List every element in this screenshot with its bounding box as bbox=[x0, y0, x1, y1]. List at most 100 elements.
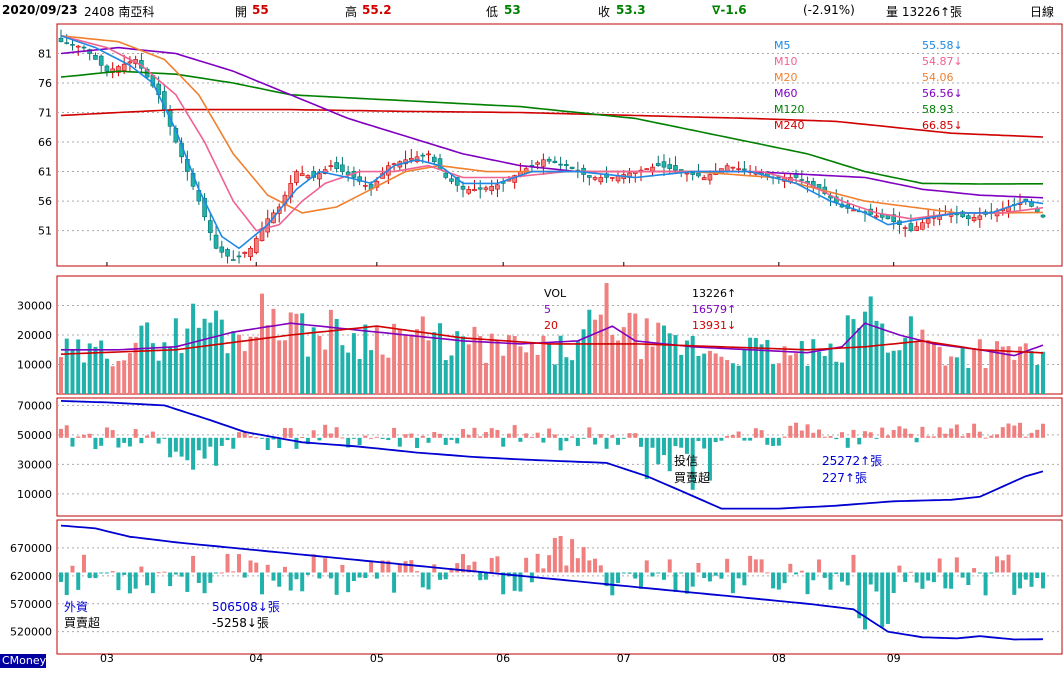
y-tick-label: 520000 bbox=[10, 626, 52, 639]
volume-bar bbox=[254, 336, 259, 394]
foreign-bar bbox=[380, 560, 385, 573]
trust-bar bbox=[736, 431, 741, 438]
foreign-bar bbox=[386, 560, 391, 573]
volume-bar bbox=[529, 342, 534, 394]
trust-bar bbox=[168, 437, 173, 458]
candle-body bbox=[116, 66, 121, 73]
volume-bar bbox=[443, 360, 448, 394]
y-tick-label: 570000 bbox=[10, 598, 52, 611]
volume-bar bbox=[851, 319, 856, 394]
foreign-bar bbox=[989, 572, 994, 574]
candle-body bbox=[104, 65, 110, 72]
candle-body bbox=[426, 153, 431, 156]
candle-body bbox=[242, 251, 248, 254]
candle-body bbox=[902, 227, 908, 229]
volume-bar bbox=[340, 345, 345, 394]
foreign-bar bbox=[1006, 554, 1011, 573]
candle-body bbox=[121, 63, 127, 71]
volume-bar bbox=[667, 333, 672, 394]
trust-bar bbox=[817, 429, 822, 438]
y-tick-label: 81 bbox=[38, 48, 52, 61]
foreign-bar bbox=[673, 572, 678, 592]
trust-bar bbox=[972, 423, 977, 438]
volume-bar bbox=[87, 343, 92, 394]
foreign-bar bbox=[282, 566, 287, 573]
trust-bar bbox=[667, 437, 672, 472]
trust-bar bbox=[93, 437, 98, 450]
foreign-bar bbox=[650, 572, 655, 577]
volume-bar bbox=[575, 341, 580, 394]
volume-bar bbox=[776, 363, 781, 394]
foreign-bar bbox=[943, 572, 948, 589]
foreign-bar bbox=[748, 555, 753, 573]
trust-bar bbox=[271, 437, 276, 440]
foreign-bar bbox=[432, 564, 437, 573]
y-tick-label: 670000 bbox=[10, 542, 52, 555]
candle-body bbox=[650, 166, 655, 172]
trust-bar bbox=[380, 437, 385, 439]
volume-bar bbox=[237, 334, 242, 394]
volume-bar bbox=[1041, 351, 1045, 394]
trust-bar bbox=[478, 436, 483, 438]
change-value: ∇-1.6 bbox=[712, 3, 747, 17]
trust-bar bbox=[627, 433, 632, 438]
trust-bar bbox=[644, 437, 649, 480]
volume-bar bbox=[633, 313, 638, 394]
ma20-line bbox=[60, 35, 1044, 214]
foreign-bar bbox=[455, 563, 460, 573]
trust-bar bbox=[1012, 425, 1017, 438]
volume-bar bbox=[122, 360, 127, 394]
volume-bar bbox=[1012, 359, 1017, 394]
trust-bar bbox=[265, 437, 270, 450]
candle-body bbox=[437, 158, 443, 170]
trust-bar bbox=[811, 432, 816, 438]
foreign-bar bbox=[547, 555, 552, 573]
volume-bar bbox=[277, 340, 282, 394]
volume-bar bbox=[219, 319, 224, 394]
volume-bar bbox=[627, 312, 632, 394]
trust-bar bbox=[99, 437, 104, 446]
candle-body bbox=[334, 162, 339, 169]
y-tick-label: 30000 bbox=[17, 300, 52, 313]
foreign-bar bbox=[851, 554, 856, 573]
foreign-bar bbox=[346, 572, 351, 593]
trust-bar bbox=[903, 428, 908, 438]
trust-bar bbox=[788, 425, 793, 438]
y-tick-label: 50000 bbox=[17, 429, 52, 442]
volume-bar bbox=[76, 339, 81, 394]
candle-body bbox=[64, 42, 70, 44]
volume-bar bbox=[960, 346, 965, 394]
volume-bar bbox=[707, 350, 712, 394]
period-label[interactable]: 日線 bbox=[1030, 5, 1055, 19]
trust-bar bbox=[127, 437, 132, 447]
foreign-bar bbox=[564, 565, 569, 573]
foreign-bar bbox=[587, 560, 592, 573]
volume-bar bbox=[725, 360, 730, 394]
y-tick-label: 51 bbox=[38, 225, 52, 238]
trust-bar bbox=[104, 427, 109, 438]
volume-bar bbox=[805, 365, 810, 394]
volume-bar bbox=[949, 356, 954, 394]
legend-vol-value-1: 16579↑ bbox=[692, 303, 736, 316]
foreign-bar bbox=[1041, 572, 1045, 589]
candle-body bbox=[891, 214, 896, 223]
volume-bar bbox=[696, 355, 701, 394]
foreign-bar bbox=[392, 572, 397, 593]
trust-bar bbox=[305, 437, 310, 445]
trust-bar bbox=[466, 434, 471, 438]
foreign-bar bbox=[575, 558, 580, 573]
volume-bar bbox=[271, 308, 276, 394]
trust-bar bbox=[794, 422, 799, 438]
foreign-bar bbox=[219, 572, 224, 574]
candle-body bbox=[960, 211, 965, 218]
volume-bar bbox=[156, 360, 161, 394]
foreign-bar bbox=[351, 572, 356, 582]
trust-bar bbox=[254, 437, 259, 439]
volume-bar bbox=[478, 335, 483, 394]
volume-bar bbox=[598, 314, 603, 394]
volume-bar bbox=[897, 350, 902, 394]
foreign-bar bbox=[552, 537, 557, 573]
foreign-bar bbox=[191, 555, 196, 573]
foreign-bar bbox=[237, 554, 242, 573]
foreign-bar bbox=[214, 572, 219, 574]
